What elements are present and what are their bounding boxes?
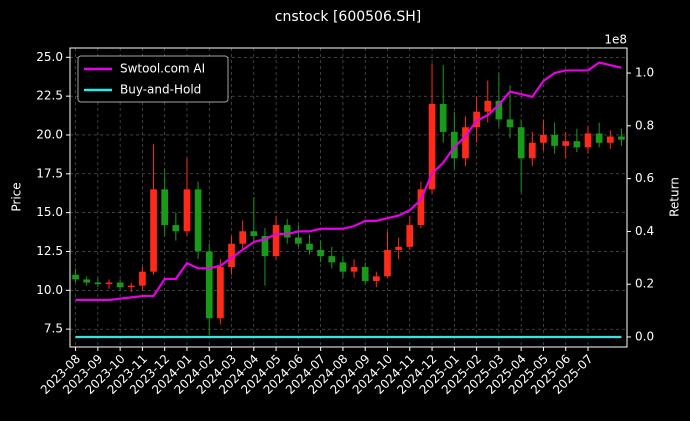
candle-body xyxy=(306,243,313,250)
candle-body xyxy=(94,282,102,285)
y2-tick-label: 1.0 xyxy=(635,66,654,80)
y-tick-label: 15.0 xyxy=(36,205,63,219)
candle-body xyxy=(105,282,113,285)
y-tick-label: 12.5 xyxy=(36,244,63,258)
candle-body xyxy=(450,131,458,159)
candle-body xyxy=(373,276,380,281)
candle-body xyxy=(205,251,213,319)
candle-body xyxy=(295,237,302,244)
candle-body xyxy=(595,133,603,143)
y2-tick-label: 0.6 xyxy=(635,171,654,185)
candle-body xyxy=(439,103,447,132)
candle-body xyxy=(328,256,336,263)
legend-label: Buy-and-Hold xyxy=(120,83,201,97)
y2-offset-label: 1e8 xyxy=(604,33,627,47)
candle-body xyxy=(506,119,514,128)
y-tick-label: 20.0 xyxy=(36,127,63,141)
candle-body xyxy=(72,274,79,280)
candle-body xyxy=(584,133,592,148)
candle-body xyxy=(183,189,191,232)
candle-body xyxy=(406,225,414,247)
legend-box xyxy=(77,55,229,103)
candle-body xyxy=(172,225,180,232)
candle-body xyxy=(139,271,146,286)
legend-label: Swtool.com AI xyxy=(120,62,205,76)
candle-body xyxy=(361,267,369,281)
candle-body xyxy=(517,127,525,159)
candle-body xyxy=(384,249,391,277)
candle-body xyxy=(573,141,581,148)
candle-body xyxy=(150,189,157,272)
candle-body xyxy=(395,246,402,250)
candle-body xyxy=(484,100,492,112)
y-tick-label: 7.5 xyxy=(44,322,63,336)
candle-body xyxy=(261,235,269,257)
y2-tick-label: 0.2 xyxy=(635,277,654,291)
candle-body xyxy=(428,103,436,190)
candle-body xyxy=(228,243,235,268)
candle-body xyxy=(217,267,224,319)
candle-body xyxy=(540,134,547,143)
candle-body xyxy=(116,282,124,288)
candle-body xyxy=(283,225,291,238)
y-tick-label: 17.5 xyxy=(36,166,63,180)
y-tick-label: 10.0 xyxy=(36,283,63,297)
y2-tick-label: 0.8 xyxy=(635,118,654,132)
candle-body xyxy=(317,249,324,257)
y-axis-label: Price xyxy=(10,182,24,211)
candle-body xyxy=(618,136,625,140)
plot-frame xyxy=(69,47,628,348)
candle-body xyxy=(462,127,469,159)
candle-body xyxy=(339,262,347,272)
y2-axis-label: Return xyxy=(668,177,682,217)
candle-body xyxy=(83,279,91,283)
candle-body xyxy=(250,231,258,236)
chart-title: cnstock [600506.SH] xyxy=(275,9,421,25)
candle-body xyxy=(528,142,536,159)
candle-body xyxy=(495,100,503,120)
candle-body xyxy=(350,267,358,272)
return-line xyxy=(75,61,622,302)
candle-body xyxy=(161,189,169,226)
candle-body xyxy=(127,285,135,288)
y2-tick-label: 0.0 xyxy=(635,329,654,343)
candle-body xyxy=(606,136,614,143)
candle-body xyxy=(194,189,202,252)
candle-body xyxy=(562,141,570,146)
candle-body xyxy=(417,189,425,226)
candle-body xyxy=(239,231,247,244)
y-tick-label: 22.5 xyxy=(36,89,63,103)
candle-body xyxy=(551,134,558,146)
y2-tick-label: 0.4 xyxy=(635,224,654,238)
candle-body xyxy=(272,225,280,257)
y-tick-label: 25.0 xyxy=(36,50,63,64)
